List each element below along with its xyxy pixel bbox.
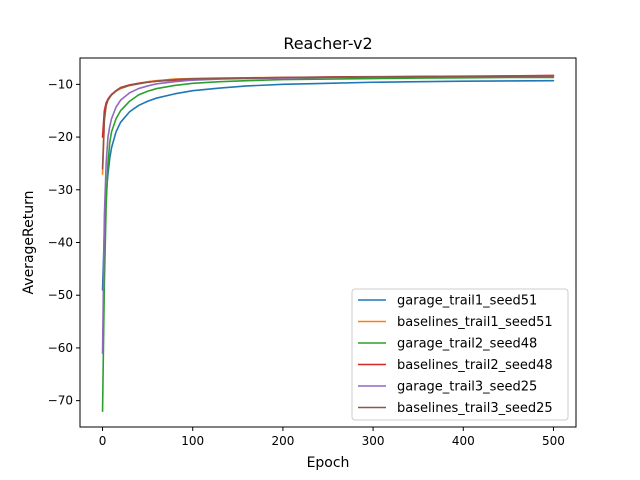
y-tick-label: −60 — [48, 341, 73, 355]
y-tick-label: −50 — [48, 288, 73, 302]
series-line-garage_trail2_seed48 — [101, 76, 555, 412]
y-axis-ticks: −70 −60 −50 −40 −30 −20 −10 — [48, 77, 80, 408]
y-tick-label: −30 — [48, 183, 73, 197]
x-tick-label: 400 — [452, 434, 475, 448]
legend-label: garage_trail3_seed25 — [397, 380, 537, 395]
y-tick-label: −10 — [48, 77, 73, 91]
series-line-baselines_trail3_seed25 — [101, 75, 555, 170]
x-tick-label: 500 — [542, 434, 565, 448]
legend-label: garage_trail2_seed48 — [397, 337, 537, 352]
y-tick-label: −20 — [48, 130, 73, 144]
series-line-garage_trail1_seed51 — [101, 79, 555, 291]
legend-label: baselines_trail1_seed51 — [397, 315, 553, 330]
y-axis-label: AverageReturn — [21, 191, 37, 295]
x-tick-label: 0 — [99, 434, 107, 448]
legend: garage_trail1_seed51 baselines_trail1_see… — [351, 288, 569, 421]
x-axis-ticks: 0 100 200 300 400 500 — [99, 427, 565, 448]
x-tick-label: 300 — [362, 434, 385, 448]
legend-label: baselines_trail2_seed48 — [397, 358, 553, 373]
x-axis-label: Epoch — [307, 455, 350, 471]
legend-frame — [351, 288, 569, 421]
plot-area — [79, 57, 577, 428]
x-tick-label: 200 — [271, 434, 294, 448]
legend-label: garage_trail1_seed51 — [397, 294, 537, 309]
chart-title: Reacher-v2 — [283, 34, 372, 53]
y-tick-label: −40 — [48, 236, 73, 250]
x-tick-label: 100 — [181, 434, 204, 448]
legend-label: baselines_trail3_seed25 — [397, 401, 553, 416]
y-tick-label: −70 — [48, 394, 73, 408]
series-layer — [101, 74, 555, 412]
